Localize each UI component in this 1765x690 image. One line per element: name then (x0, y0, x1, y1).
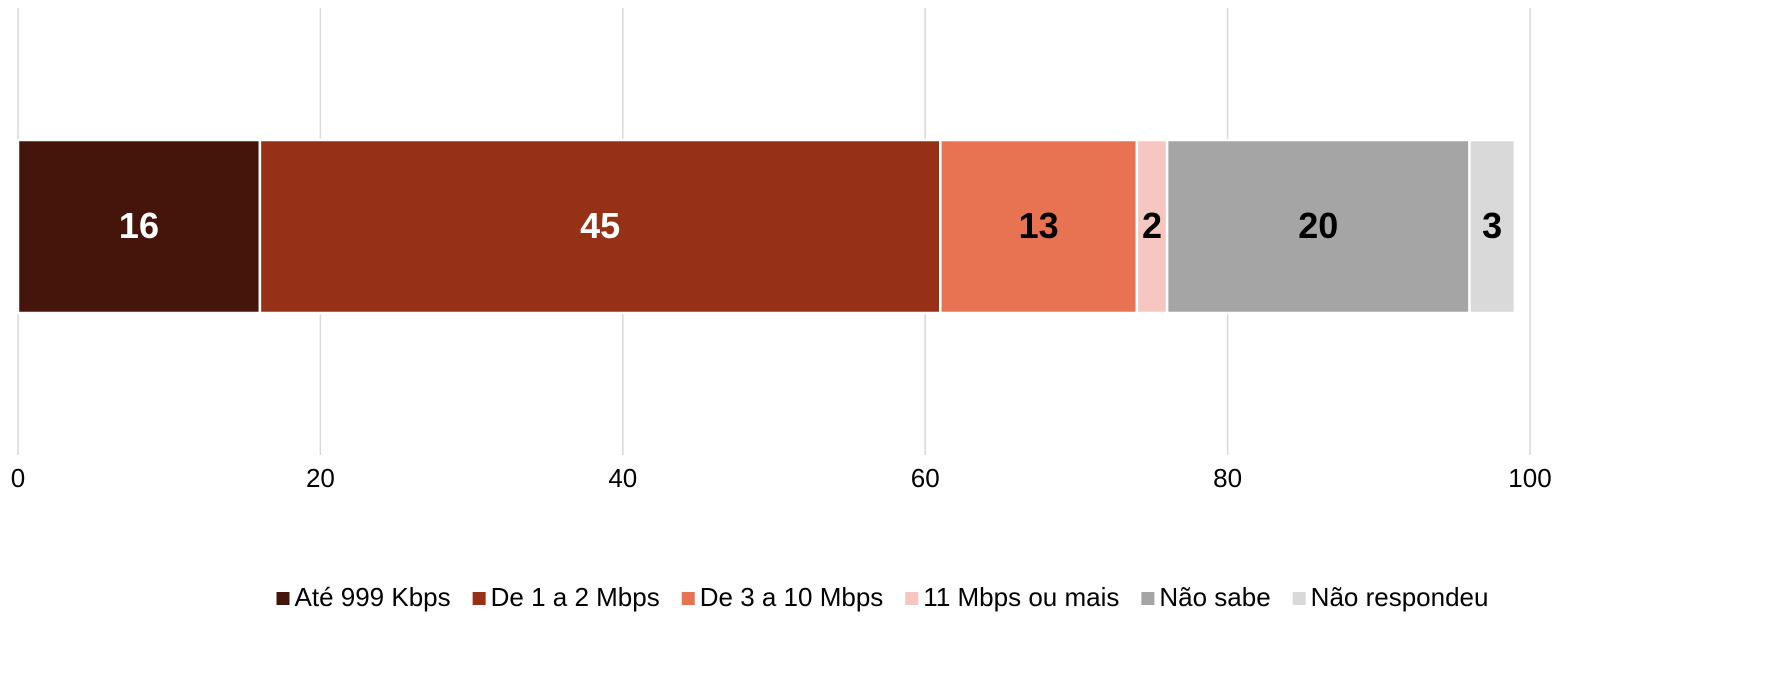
bar-segment (1468, 138, 1517, 315)
x-tick-label: 0 (11, 463, 25, 493)
legend-swatch (472, 592, 486, 605)
legend-label: Não respondeu (1311, 582, 1489, 612)
legend-label: Não sabe (1159, 582, 1270, 612)
legend-label: De 1 a 2 Mbps (491, 582, 660, 612)
data-label: 16 (119, 205, 159, 246)
legend-label: De 3 a 10 Mbps (700, 582, 884, 612)
x-tick-label: 100 (1508, 463, 1551, 493)
legend-swatch (1141, 592, 1155, 605)
legend-swatch (276, 592, 290, 605)
legend-swatch (905, 592, 919, 605)
bar-segment (1165, 138, 1471, 315)
data-label: 13 (1019, 205, 1059, 246)
legend-label: Até 999 Kbps (295, 582, 451, 612)
bar-segment (16, 138, 262, 315)
legend-label: 11 Mbps ou mais (923, 582, 1119, 612)
bar-segment (1135, 138, 1169, 315)
legend-swatch (1292, 592, 1306, 605)
x-tick-label: 80 (1213, 463, 1242, 493)
data-label: 2 (1142, 205, 1162, 246)
data-label: 3 (1482, 205, 1502, 246)
data-label: 45 (580, 205, 620, 246)
x-tick-label: 60 (911, 463, 940, 493)
legend-swatch (681, 592, 695, 605)
data-label: 20 (1298, 205, 1338, 246)
x-tick-label: 20 (306, 463, 335, 493)
x-tick-label: 40 (608, 463, 637, 493)
